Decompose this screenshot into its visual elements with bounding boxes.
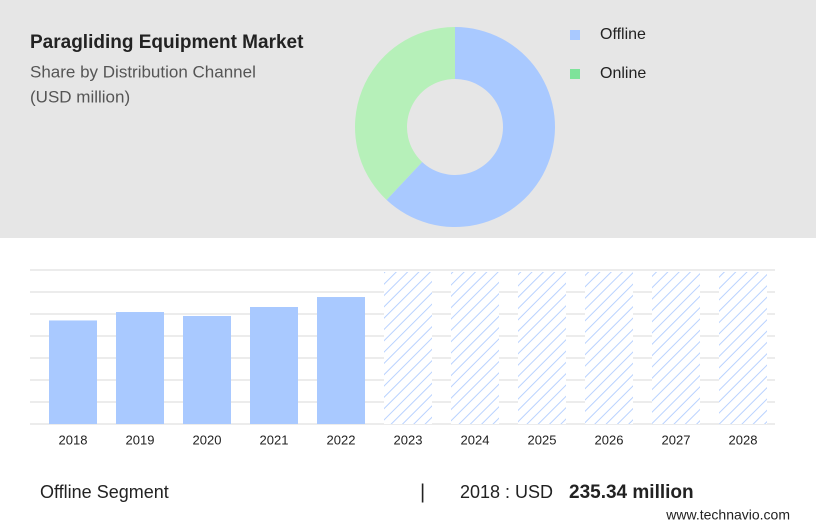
donut-slice — [386, 27, 555, 228]
x-tick-label: 2020 — [193, 432, 222, 447]
x-tick-label: 2023 — [394, 432, 423, 447]
chart-title: Paragliding Equipment Market — [30, 32, 304, 53]
segment-label: Offline Segment — [40, 482, 169, 502]
x-tick-label: 2028 — [729, 432, 758, 447]
year-label: 2018 : USD — [460, 482, 553, 502]
bar — [317, 297, 365, 424]
x-tick-label: 2022 — [327, 432, 356, 447]
forecast-bar — [518, 272, 566, 424]
forecast-bar — [719, 272, 767, 424]
forecast-bar — [451, 272, 499, 424]
bar — [183, 315, 231, 424]
x-tick-label: 2025 — [528, 432, 557, 447]
legend-label: Online — [600, 65, 646, 82]
legend-swatch — [570, 30, 580, 40]
bar — [49, 320, 97, 424]
forecast-bar — [652, 272, 700, 424]
legend-label: Offline — [600, 26, 646, 43]
x-tick-label: 2027 — [662, 432, 691, 447]
forecast-bar — [585, 272, 633, 424]
x-tick-label: 2019 — [126, 432, 155, 447]
x-tick-label: 2021 — [260, 432, 289, 447]
x-tick-label: 2024 — [461, 432, 490, 447]
forecast-bar — [384, 272, 432, 424]
separator: | — [420, 481, 425, 503]
legend-swatch — [570, 69, 580, 79]
bar — [250, 307, 298, 424]
source: www.technavio.com — [665, 507, 790, 523]
donut-slice — [355, 27, 455, 200]
x-tick-label: 2026 — [595, 432, 624, 447]
segment-value: 235.34 million — [569, 482, 694, 503]
x-tick-label: 2018 — [59, 432, 88, 447]
subtitle: (USD million) — [30, 87, 130, 106]
bar — [116, 312, 164, 424]
subtitle: Share by Distribution Channel — [30, 62, 256, 81]
